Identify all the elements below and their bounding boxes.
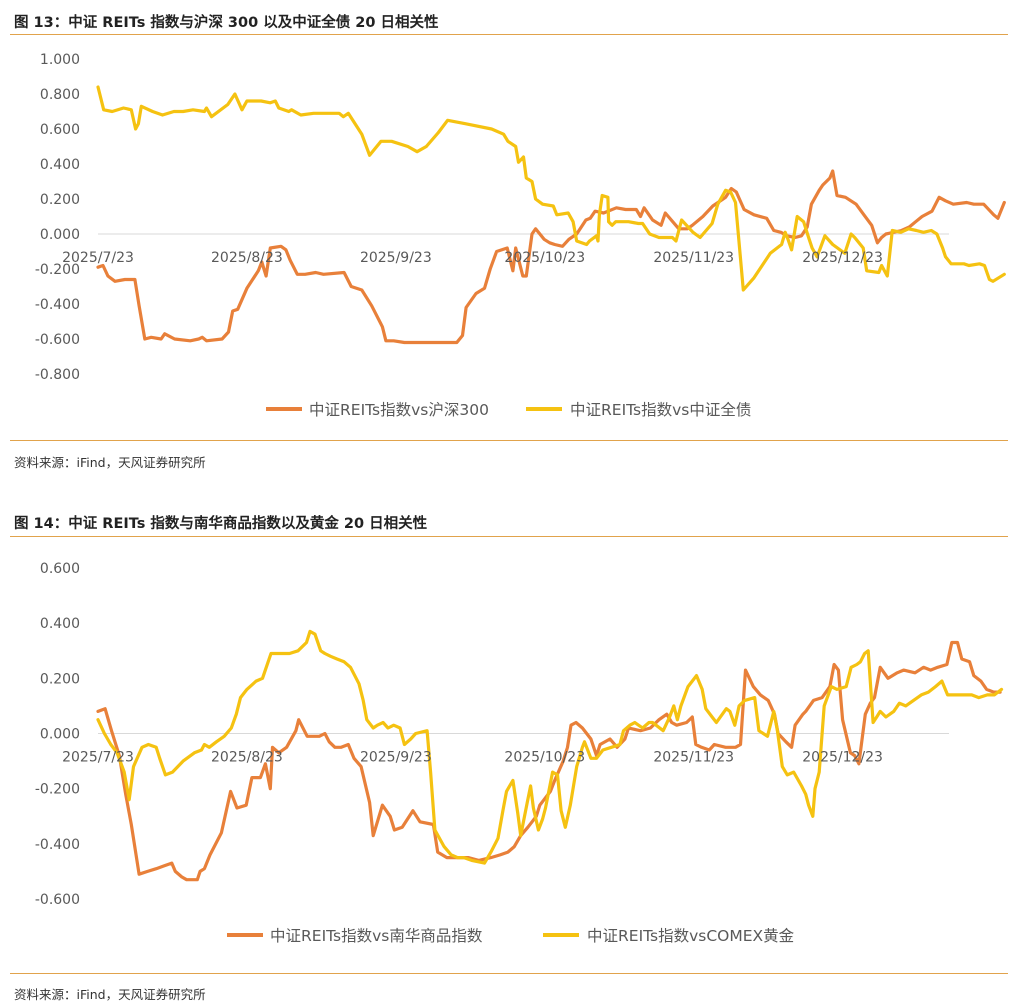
y-tick-label: 0.200 (40, 671, 80, 687)
x-tick-label: 2025/8/23 (211, 250, 283, 266)
x-tick-label: 2025/7/23 (62, 250, 134, 266)
x-tick-label: 2025/8/23 (211, 750, 283, 766)
figure-14-bottom-rule (10, 973, 1008, 974)
series-line-2 (96, 85, 1006, 292)
y-tick-label: -0.600 (35, 332, 80, 348)
y-tick-label: 0.400 (40, 157, 80, 173)
x-tick-label: 2025/10/23 (504, 750, 585, 766)
y-tick-label: -0.200 (35, 782, 80, 798)
x-tick-label: 2025/9/23 (360, 750, 432, 766)
y-tick-label: -0.600 (35, 892, 80, 908)
y-tick-label: -0.400 (35, 297, 80, 313)
series-line-2 (96, 629, 1004, 865)
y-tick-label: 0.600 (40, 561, 80, 577)
y-tick-label: 0.600 (40, 122, 80, 138)
x-tick-label: 2025/12/23 (802, 750, 883, 766)
figure-13-chart: 1.000 0.800 0.600 0.400 0.200 0.000 -0.200 -0.4… (35, 52, 1006, 419)
x-tick-label: 2025/12/23 (802, 250, 883, 266)
x-tick-label: 2025/7/23 (62, 750, 134, 766)
series-line-1 (96, 169, 1006, 345)
legend-label-2: 中证REITs指数vs中证全债 (570, 401, 751, 419)
y-tick-label: -0.200 (35, 262, 80, 278)
y-tick-label: 0.400 (40, 616, 80, 632)
x-tick-label: 2025/10/23 (504, 250, 585, 266)
y-tick-label: 0.000 (40, 727, 80, 743)
figure-13-bottom-rule (10, 440, 1008, 441)
y-tick-label: -0.800 (35, 367, 80, 383)
figure-13-title: 图 13：中证 REITs 指数与沪深 300 以及中证全债 20 日相关性 (14, 15, 439, 31)
y-tick-label: 0.000 (40, 227, 80, 243)
figure-13-top-rule (10, 34, 1008, 35)
figure-13-source: 资料来源：iFind，天风证券研究所 (14, 455, 206, 470)
figure-14-top-rule (10, 536, 1008, 537)
y-tick-label: 1.000 (40, 52, 80, 68)
y-tick-label: 0.800 (40, 87, 80, 103)
legend-label-2: 中证REITs指数vsCOMEX黄金 (587, 927, 795, 945)
y-tick-label: 0.200 (40, 192, 80, 208)
legend-label-1: 中证REITs指数vs南华商品指数 (270, 927, 483, 945)
x-tick-label: 2025/11/23 (653, 750, 734, 766)
figure-14-source: 资料来源：iFind，天风证券研究所 (14, 987, 206, 1002)
series-line-1 (96, 640, 1002, 882)
legend-label-1: 中证REITs指数vs沪深300 (309, 401, 489, 419)
figure-14-chart: 0.600 0.400 0.200 0.000 -0.200 -0.400 -0.600 20… (35, 561, 1004, 945)
y-tick-label: -0.400 (35, 837, 80, 853)
x-tick-label: 2025/9/23 (360, 250, 432, 266)
x-tick-label: 2025/11/23 (653, 250, 734, 266)
figure-14-title: 图 14：中证 REITs 指数与南华商品指数以及黄金 20 日相关性 (14, 516, 428, 532)
